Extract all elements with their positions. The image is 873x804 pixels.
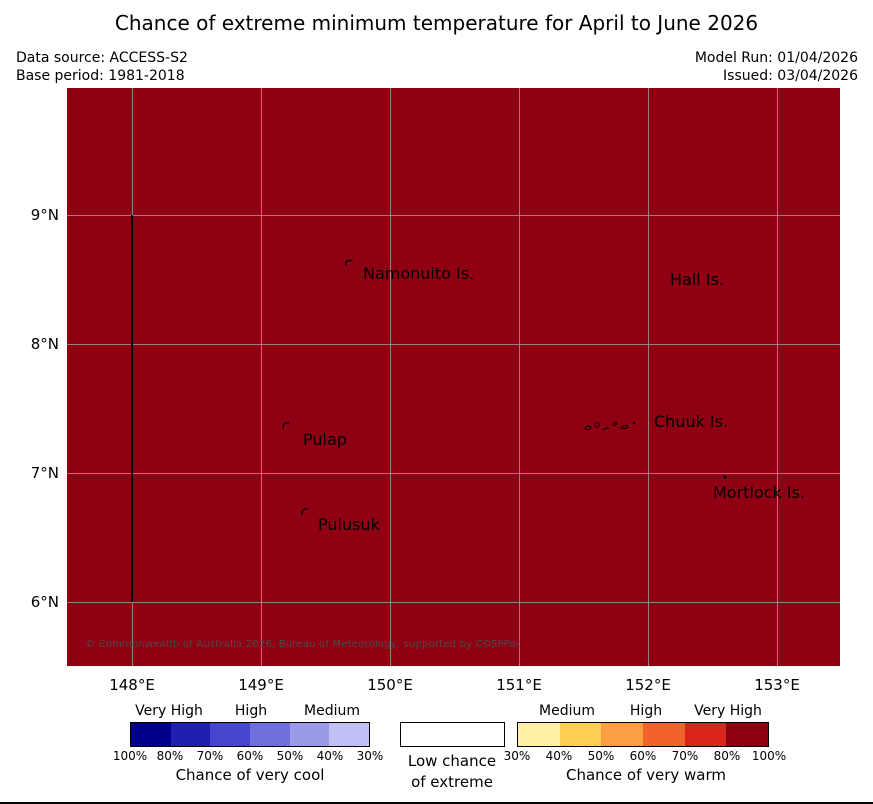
meridian-line-148e <box>131 215 133 602</box>
mortlock-island-marker <box>722 474 728 480</box>
island-label-pulap: Pulap <box>303 430 347 449</box>
cool-header-high: High <box>234 703 268 719</box>
warm-tick-60: 60% <box>629 749 657 763</box>
bottom-edge-line <box>0 802 873 804</box>
warm-swatch-30 <box>518 723 560 746</box>
warm-tick-30: 30% <box>503 749 531 763</box>
warm-header-medium: Medium <box>539 703 595 719</box>
cool-header-medium: Medium <box>304 703 360 719</box>
warm-swatch-80 <box>726 723 769 746</box>
low-chance-swatch <box>400 722 505 747</box>
gridline-8n <box>67 344 840 345</box>
warm-tick-50: 50% <box>587 749 615 763</box>
warm-header-very-high: Very High <box>694 703 762 719</box>
lat-tick-9n: 9°N <box>30 206 59 224</box>
lat-tick-7n: 7°N <box>30 464 59 482</box>
lon-tick-150e: 150°E <box>367 676 413 694</box>
lon-tick-151e: 151°E <box>496 676 542 694</box>
cool-tick-50: 50% <box>276 749 304 763</box>
low-chance-label-line2: of extreme <box>411 773 493 791</box>
gridline-9n <box>67 215 840 216</box>
island-label-chuuk: Chuuk Is. <box>654 412 729 431</box>
lon-tick-148e: 148°E <box>109 676 155 694</box>
model-run-label: Model Run: 01/04/2026 <box>694 50 858 66</box>
warm-swatch-50 <box>601 723 644 746</box>
warm-colorbar <box>517 722 769 747</box>
cool-swatch-100 <box>131 723 171 746</box>
forecast-map-canvas: Namonuito Is. Hall Is. Pulap Chuuk Is. M <box>67 88 840 666</box>
cool-tick-100: 100% <box>112 749 148 763</box>
cool-header-very-high: Very High <box>135 703 203 719</box>
source-info: Data source: ACCESS-S2 Base period: 1981… <box>16 50 188 85</box>
run-info: Model Run: 01/04/2026 Issued: 03/04/2026 <box>695 50 858 85</box>
cool-tick-40: 40% <box>316 749 344 763</box>
cool-swatch-60 <box>250 723 290 746</box>
cool-tick-60: 60% <box>236 749 264 763</box>
gridline-149e <box>261 88 262 666</box>
warm-caption: Chance of very warm <box>565 766 727 784</box>
cool-colorbar <box>130 722 370 747</box>
pulusuk-island-marker <box>300 506 310 516</box>
gridline-151e <box>519 88 520 666</box>
island-label-mortlock: Mortlock Is. <box>713 483 805 502</box>
warm-header-high: High <box>629 703 663 719</box>
cool-tick-70: 70% <box>196 749 224 763</box>
warm-swatch-70 <box>684 723 727 746</box>
cool-swatch-40 <box>329 723 370 746</box>
cool-swatch-80 <box>170 723 211 746</box>
low-chance-label-line1: Low chance <box>407 752 497 770</box>
warm-tick-70: 70% <box>671 749 699 763</box>
cool-tick-80: 80% <box>156 749 184 763</box>
lon-tick-153e: 153°E <box>754 676 800 694</box>
gridline-7n <box>67 473 840 474</box>
island-label-pulusuk: Pulusuk <box>318 515 380 534</box>
lat-tick-8n: 8°N <box>30 335 59 353</box>
cool-swatch-70 <box>210 723 251 746</box>
gridline-153e <box>777 88 778 666</box>
lat-tick-6n: 6°N <box>30 593 59 611</box>
warm-tick-40: 40% <box>545 749 573 763</box>
gridline-152e <box>648 88 649 666</box>
cool-caption: Chance of very cool <box>175 766 325 784</box>
warm-swatch-60 <box>643 723 685 746</box>
issued-label: Issued: 03/04/2026 <box>723 67 858 84</box>
island-label-hall: Hall Is. <box>670 270 724 289</box>
cool-swatch-50 <box>289 723 330 746</box>
gridline-6n <box>67 602 840 603</box>
namonuito-island-marker <box>344 257 354 267</box>
cool-tick-30: 30% <box>356 749 384 763</box>
gridline-150e <box>390 88 391 666</box>
lon-tick-152e: 152°E <box>625 676 671 694</box>
lon-tick-149e: 149°E <box>238 676 284 694</box>
warm-tick-80: 80% <box>713 749 741 763</box>
island-label-namonuito: Namonuito Is. <box>363 264 475 283</box>
copyright-notice: © Commonwealth of Australia 2026, Bureau… <box>85 639 522 650</box>
base-period-label: Base period: 1981-2018 <box>16 67 185 84</box>
chuuk-lagoon-islands-marker <box>581 415 641 437</box>
data-source-label: Data source: ACCESS-S2 <box>16 50 188 66</box>
warm-tick-100: 100% <box>751 749 787 763</box>
pulap-island-marker <box>281 420 291 430</box>
warm-swatch-40 <box>559 723 602 746</box>
page-title: Chance of extreme minimum temperature fo… <box>114 11 759 35</box>
